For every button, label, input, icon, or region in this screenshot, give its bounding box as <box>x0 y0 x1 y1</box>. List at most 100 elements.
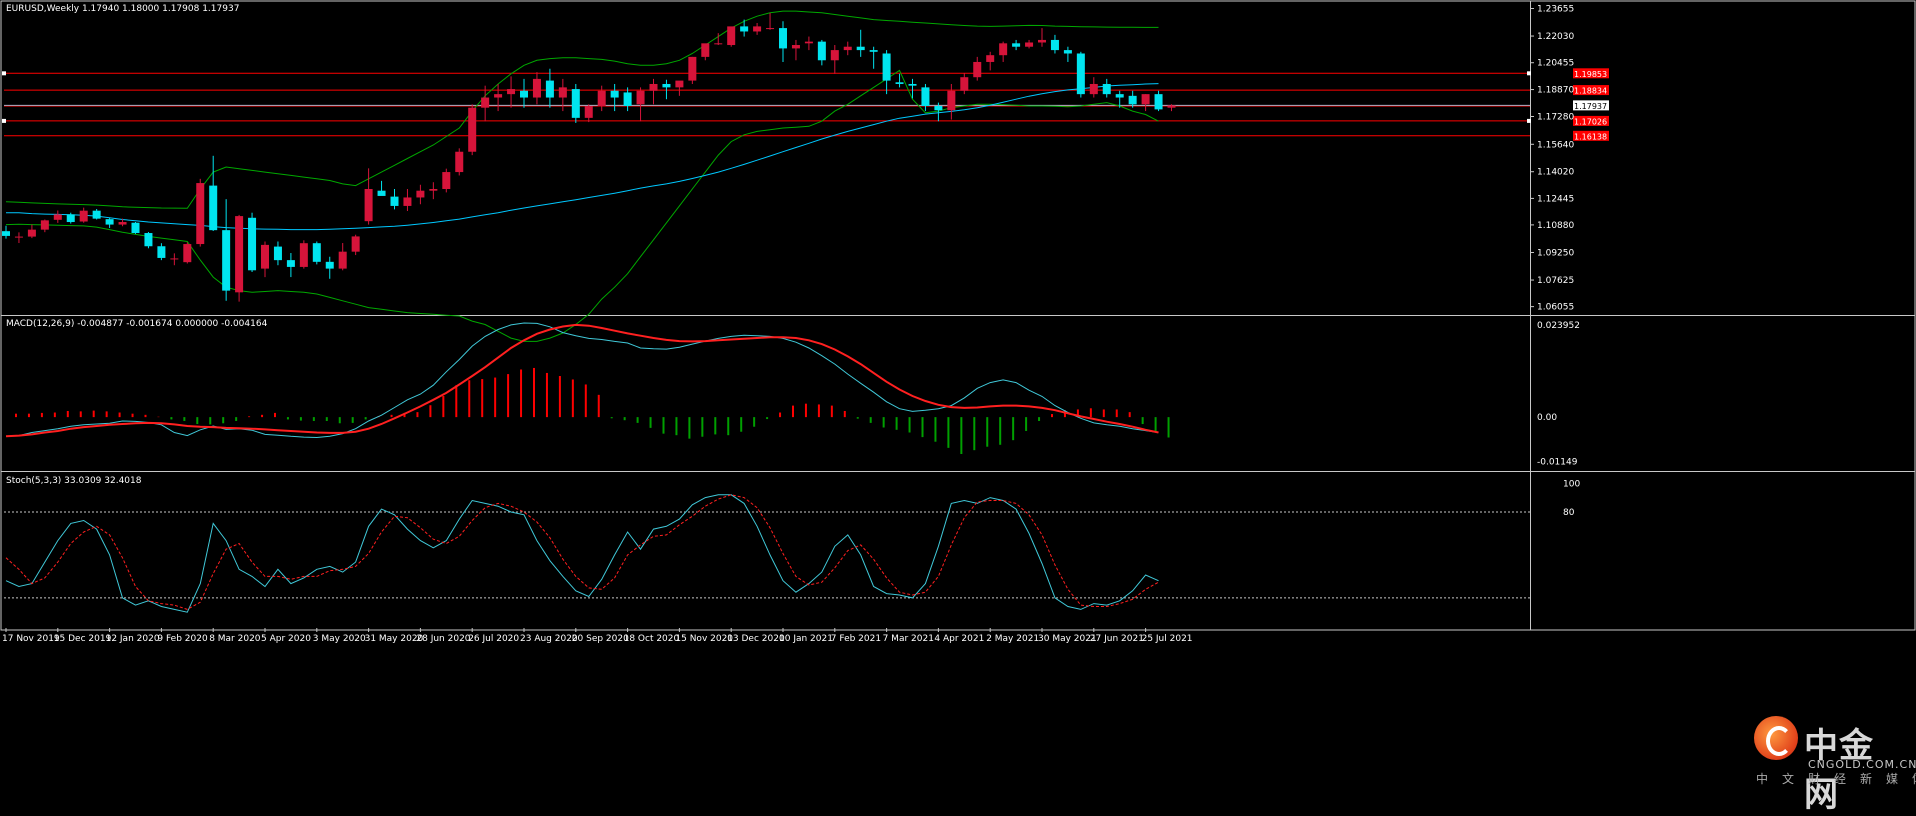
time-tick-label: 4 Apr 2021 <box>934 634 984 644</box>
price-tick-label: 1.18870 <box>1537 86 1574 96</box>
stoch-panel-title: Stoch(5,3,3) 33.0309 32.4018 <box>6 476 142 486</box>
candle-body <box>364 188 373 222</box>
macd-panel-title: MACD(12,26,9) -0.004877 -0.001674 0.0000… <box>6 319 268 329</box>
candle-body <box>222 230 231 291</box>
chart-canvas: 1.19853 1.18834 1.17026 1.16138 1.23655 1.220… <box>0 0 1916 644</box>
level-label: 1.17026 <box>1574 117 1607 126</box>
macd-tick-label: -0.01149 <box>1537 457 1578 467</box>
candle-body <box>895 82 904 84</box>
cngold-logo: 中金网 CNGOLD.COM.CN 中文财经新媒体 <box>1754 710 1916 815</box>
candle-body <box>170 258 179 260</box>
candle-body <box>649 83 658 91</box>
candle-body <box>131 222 140 234</box>
candle-body <box>455 151 464 173</box>
price-tick-label: 1.14020 <box>1537 168 1574 178</box>
time-tick-label: 31 May 2020 <box>365 634 424 644</box>
candle-body <box>804 41 813 44</box>
candle-body <box>779 28 787 49</box>
candle-body <box>118 222 127 225</box>
time-tick-label: 25 Jul 2021 <box>1142 634 1193 644</box>
candle-body <box>351 236 360 252</box>
candle-body <box>1141 94 1150 105</box>
candle-body <box>960 77 969 91</box>
candle-body <box>66 214 75 223</box>
level-label: 1.18834 <box>1574 87 1607 96</box>
stoch-d-line <box>5 494 1159 610</box>
candle-body <box>468 107 477 152</box>
candle-body <box>1063 50 1072 54</box>
candle-body <box>390 196 399 206</box>
price-tick-label: 1.22030 <box>1537 32 1574 42</box>
candle-body <box>921 87 930 106</box>
time-tick-label: 13 Dec 2020 <box>727 634 785 644</box>
candle-body <box>105 219 114 225</box>
logo-url: CNGOLD.COM.CN <box>1808 758 1916 771</box>
candle-body <box>299 243 308 267</box>
candle-body <box>766 28 775 30</box>
candle-body <box>416 190 425 198</box>
candle-body <box>714 43 723 45</box>
stoch-k-line <box>5 494 1159 613</box>
main-panel-title: EURUSD,Weekly 1.17940 1.18000 1.17908 1.… <box>6 4 239 14</box>
candle-body <box>325 261 334 269</box>
candle-body <box>520 90 528 98</box>
price-tick-label: 1.07625 <box>1537 276 1574 286</box>
time-tick-label: 20 Sep 2020 <box>572 634 629 644</box>
macd-signal-line <box>5 323 1159 438</box>
level-marker <box>2 118 6 123</box>
time-tick-label: 8 Mar 2020 <box>209 634 261 644</box>
level-label: 1.16138 <box>1574 132 1607 141</box>
time-tick-label: 15 Dec 2019 <box>54 634 112 644</box>
candle-body <box>830 50 839 61</box>
candle-body <box>286 260 295 267</box>
candle-body <box>623 92 632 106</box>
time-tick-label: 9 Feb 2020 <box>157 634 208 644</box>
time-tick-label: 15 Nov 2020 <box>675 634 733 644</box>
candle-body <box>662 83 671 88</box>
price-tick-label: 1.10880 <box>1537 221 1574 231</box>
candle-body <box>947 90 956 111</box>
time-tick-label: 5 Apr 2020 <box>261 634 311 644</box>
candle-body <box>429 188 438 191</box>
cngold-logo-icon <box>1754 716 1798 760</box>
level-label-bg <box>1573 130 1609 141</box>
logo-tagline: 中文财经新媒体 <box>1756 772 1916 786</box>
price-tick-label: 1.20455 <box>1537 59 1574 69</box>
level-marker <box>2 71 6 76</box>
candle-body <box>740 26 749 32</box>
time-tick-label: 10 Jan 2021 <box>779 634 833 644</box>
candle-body <box>338 251 347 269</box>
candle-body <box>791 45 800 49</box>
candle-body <box>558 87 567 98</box>
bollinger-lower-band <box>5 69 1159 342</box>
time-tick-label: 2 May 2021 <box>986 634 1039 644</box>
candle-body <box>1050 39 1059 51</box>
trading-chart: 1.19853 1.18834 1.17026 1.16138 1.23655 1.220… <box>0 0 1916 644</box>
macd-tick-label: 0.023952 <box>1537 321 1580 331</box>
candle-body <box>144 233 153 247</box>
current-price-label-bg <box>1573 100 1609 111</box>
level-marker <box>1527 118 1531 123</box>
candle-body <box>1012 43 1021 47</box>
current-price-label: 1.17937 <box>1574 102 1607 111</box>
candle-body <box>79 210 88 222</box>
candle-body <box>312 243 321 262</box>
candle-body <box>571 89 580 118</box>
candle-body <box>248 217 257 271</box>
candle-body <box>986 55 995 62</box>
candle-body <box>688 56 697 81</box>
time-tick-label: 7 Feb 2021 <box>831 634 881 644</box>
candle-body <box>261 244 269 269</box>
candle-body <box>753 26 762 32</box>
candle-body <box>53 214 62 220</box>
candle-body <box>273 246 282 261</box>
candle-body <box>14 236 23 238</box>
price-tick-label: 1.12445 <box>1537 194 1574 204</box>
stoch-tick-label: 80 <box>1563 508 1575 518</box>
candle-body <box>1076 53 1085 95</box>
candle-body <box>377 190 386 196</box>
candle-body <box>2 231 10 236</box>
candle-body <box>934 106 943 111</box>
price-tick-label: 1.06055 <box>1537 303 1574 313</box>
price-tick-label: 1.09250 <box>1537 249 1574 259</box>
